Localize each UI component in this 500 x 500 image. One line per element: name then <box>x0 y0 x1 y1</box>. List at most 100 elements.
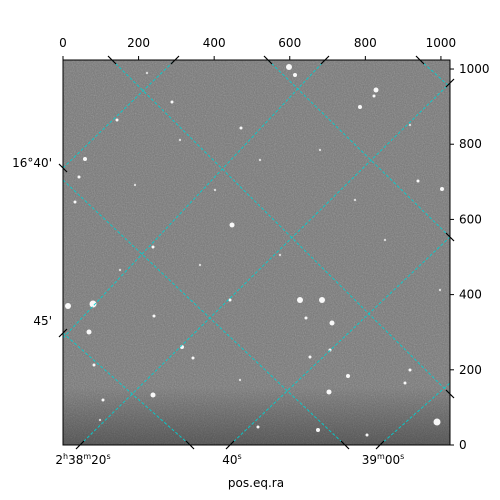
star-18 <box>297 297 303 303</box>
world-tick-10 <box>107 55 117 65</box>
world-tick-12 <box>263 55 273 65</box>
world-tick-5 <box>58 163 68 173</box>
star-32 <box>433 418 441 426</box>
star-9 <box>440 187 444 191</box>
top-tick-label-5: 1000 <box>426 36 457 50</box>
world-tick-1 <box>225 440 235 450</box>
star-33 <box>316 428 320 432</box>
star-6 <box>170 100 174 104</box>
star-14 <box>65 303 71 309</box>
star-35 <box>256 425 260 429</box>
ra-tick-label-0: 2h38m20s <box>55 452 110 467</box>
grid-line-0 <box>79 82 450 445</box>
star-12 <box>229 222 235 228</box>
star-38 <box>145 71 149 75</box>
star-44 <box>383 238 387 242</box>
coordinate-grid <box>63 60 450 445</box>
star-21 <box>304 316 308 320</box>
star-48 <box>408 368 412 372</box>
world-tick-7 <box>445 78 455 88</box>
ra-tick-label-2: 39m00s <box>362 452 405 467</box>
world-axis-ticks <box>58 55 455 450</box>
top-tick-label-0: 0 <box>59 36 67 50</box>
star-19 <box>319 297 325 303</box>
grid-line-7 <box>63 332 191 445</box>
star-8 <box>77 175 81 179</box>
star-13 <box>151 245 155 249</box>
stars-layer <box>65 64 444 437</box>
star-27 <box>346 374 350 378</box>
top-tick-label-1: 200 <box>127 36 150 50</box>
star-25 <box>92 363 96 367</box>
x-axis-label: pos.eq.ra <box>228 476 284 490</box>
world-tick-4 <box>340 440 350 450</box>
world-tick-14 <box>415 55 425 65</box>
star-15 <box>89 300 97 308</box>
right-tick-label-0: 0 <box>459 438 467 452</box>
world-tick-3 <box>185 440 195 450</box>
top-tick-label-2: 400 <box>203 36 226 50</box>
star-42 <box>258 158 262 162</box>
star-7 <box>83 157 87 161</box>
star-36 <box>228 298 232 302</box>
right-pixel-axis: 0 200 400 600 800 1000 <box>450 62 490 452</box>
star-51 <box>353 198 357 202</box>
right-tick-label-1: 200 <box>459 363 482 377</box>
grid-line-3 <box>229 236 450 445</box>
star-50 <box>213 188 217 192</box>
top-tick-label-4: 800 <box>354 36 377 50</box>
sky-image <box>63 60 450 445</box>
star-31 <box>101 398 105 402</box>
star-41 <box>198 263 202 267</box>
grid-line-9 <box>419 60 450 88</box>
star-47 <box>238 378 242 382</box>
star-49 <box>278 253 282 257</box>
star-17 <box>152 314 156 318</box>
world-tick-0 <box>75 440 85 450</box>
right-tick-label-5: 1000 <box>459 62 490 76</box>
plot-frame <box>62 59 451 446</box>
right-tick-label-3: 600 <box>459 212 482 226</box>
star-10 <box>416 179 420 183</box>
grid-line-6 <box>63 179 346 445</box>
image-vignette <box>63 60 450 445</box>
star-3 <box>372 94 376 98</box>
star-24 <box>191 356 195 360</box>
star-40 <box>408 123 412 127</box>
world-tick-13 <box>320 55 330 65</box>
star-5 <box>239 126 243 130</box>
star-30 <box>150 392 156 398</box>
star-53 <box>98 418 102 422</box>
right-tick-label-4: 800 <box>459 137 482 151</box>
ra-tick-label-1: 40s <box>222 452 241 467</box>
dec-tick-label-0: 16°40' <box>12 156 52 170</box>
star-4 <box>358 105 362 109</box>
grid-line-2 <box>63 60 176 169</box>
star-28 <box>403 381 407 385</box>
grid-line-1 <box>63 60 326 339</box>
star-20 <box>329 320 335 326</box>
top-tick-label-3: 600 <box>278 36 301 50</box>
star-2 <box>373 87 379 93</box>
world-tick-11 <box>170 55 180 65</box>
grid-line-5 <box>111 60 450 395</box>
star-45 <box>438 288 442 292</box>
top-pixel-axis: 0 200 400 600 800 1000 <box>59 36 456 60</box>
star-26 <box>308 355 312 359</box>
star-29 <box>326 389 332 395</box>
right-tick-label-2: 400 <box>459 288 482 302</box>
star-37 <box>115 118 119 122</box>
world-tick-6 <box>58 328 68 338</box>
star-11 <box>73 200 77 204</box>
grid-line-4 <box>379 382 450 445</box>
star-16 <box>86 329 92 335</box>
star-0 <box>286 64 292 70</box>
star-1 <box>293 73 297 77</box>
world-tick-2 <box>375 440 385 450</box>
grid-line-8 <box>267 60 450 238</box>
world-tick-9 <box>445 389 455 399</box>
star-39 <box>318 148 322 152</box>
star-43 <box>133 183 137 187</box>
star-46 <box>118 268 122 272</box>
